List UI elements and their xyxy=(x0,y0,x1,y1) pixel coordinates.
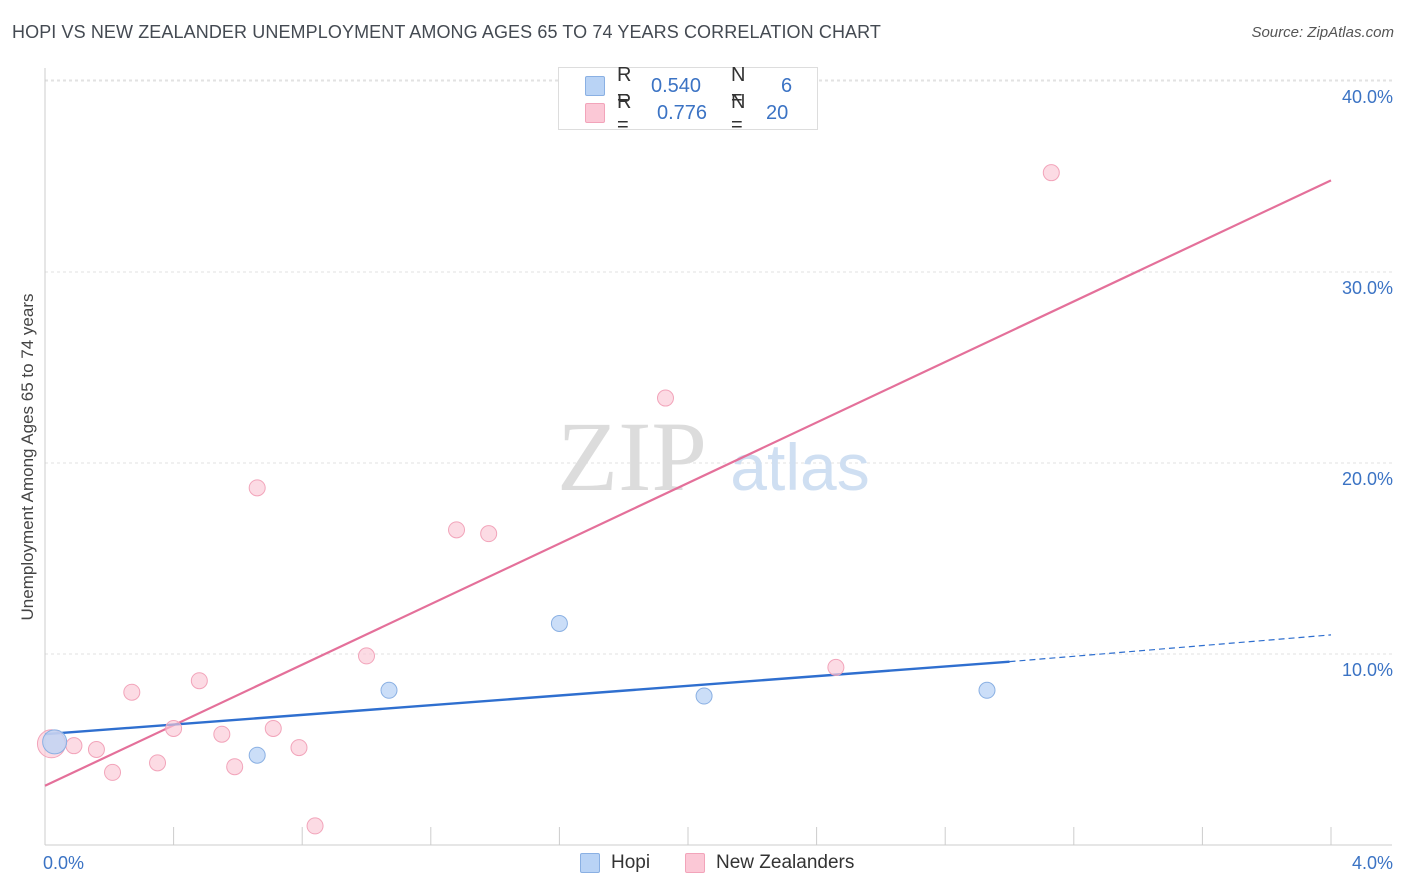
hopi-point xyxy=(380,681,398,699)
nz-point xyxy=(149,754,167,772)
nz-point xyxy=(1042,164,1060,182)
nz-point xyxy=(264,719,282,737)
hopi-point xyxy=(978,681,996,699)
legend-n-label: N = xyxy=(731,90,746,136)
nz-point xyxy=(65,737,83,755)
legend-r-value-nz: 0.776 xyxy=(657,102,708,124)
bottom-legend-swatch-nz xyxy=(685,853,705,873)
nz-point xyxy=(123,683,141,701)
trend-line-hopi-extension xyxy=(1009,634,1332,663)
nz-point xyxy=(358,647,375,665)
grid-lines xyxy=(45,79,1392,655)
x-tick-label-max: 4.0% xyxy=(1352,853,1393,873)
trend-line-hopi xyxy=(44,660,1010,736)
nz-point xyxy=(226,758,244,776)
x-tick-label-min: 0.0% xyxy=(43,853,84,873)
legend-swatch-hopi xyxy=(585,76,605,96)
nz-point xyxy=(248,479,266,497)
legend-n-value-hopi: 6 xyxy=(781,75,793,97)
nz-point xyxy=(165,719,183,737)
nz-point xyxy=(306,817,324,835)
data-points xyxy=(36,164,1060,835)
source-label: Source: ZipAtlas.com xyxy=(1251,24,1394,41)
nz-point xyxy=(827,658,845,676)
legend-r-value-hopi: 0.540 xyxy=(651,75,702,97)
watermark-atlas: atlas xyxy=(730,430,869,504)
nz-point xyxy=(290,739,308,757)
nz-point xyxy=(104,763,122,781)
hopi-point xyxy=(695,687,713,705)
x-tick-labels: 0.0% 4.0% xyxy=(43,853,1393,873)
nz-point xyxy=(213,725,231,743)
bottom-legend-hopi: Hopi xyxy=(611,852,651,873)
legend-swatch-nz xyxy=(585,103,605,123)
y-tick-label: 30.0% xyxy=(1342,278,1393,298)
axes xyxy=(44,68,1392,846)
nz-point xyxy=(448,521,466,539)
y-tick-label: 40.0% xyxy=(1342,87,1393,107)
nz-point xyxy=(480,525,498,543)
legend-n-value-nz: 20 xyxy=(766,102,789,124)
y-tick-label: 20.0% xyxy=(1342,469,1393,489)
watermark-zip: ZIP xyxy=(557,401,707,512)
legend-n-label: N = xyxy=(731,63,746,109)
nz-point xyxy=(190,672,208,690)
y-tick-label: 10.0% xyxy=(1342,660,1393,680)
nz-point xyxy=(87,741,105,758)
hopi-point xyxy=(248,746,266,764)
y-tick-labels: 10.0% 20.0% 30.0% 40.0% xyxy=(1342,87,1393,680)
legend: R = 0.540 N = 6 R = 0.776 N = 20 xyxy=(558,63,818,136)
legend-r-label: R = xyxy=(617,63,632,109)
chart-title: HOPI VS NEW ZEALANDER UNEMPLOYMENT AMONG… xyxy=(12,22,882,42)
bottom-legend-nz: New Zealanders xyxy=(716,852,855,873)
trend-lines xyxy=(44,179,1332,787)
hopi-point xyxy=(550,614,568,632)
bottom-legend-swatch-hopi xyxy=(580,853,600,873)
nz-point xyxy=(656,389,674,407)
legend-r-label: R = xyxy=(617,90,632,136)
hopi-point xyxy=(42,729,68,755)
trend-line-nz xyxy=(44,179,1332,787)
watermark: ZIP atlas xyxy=(557,401,870,512)
y-axis-label: Unemployment Among Ages 65 to 74 years xyxy=(18,294,37,621)
